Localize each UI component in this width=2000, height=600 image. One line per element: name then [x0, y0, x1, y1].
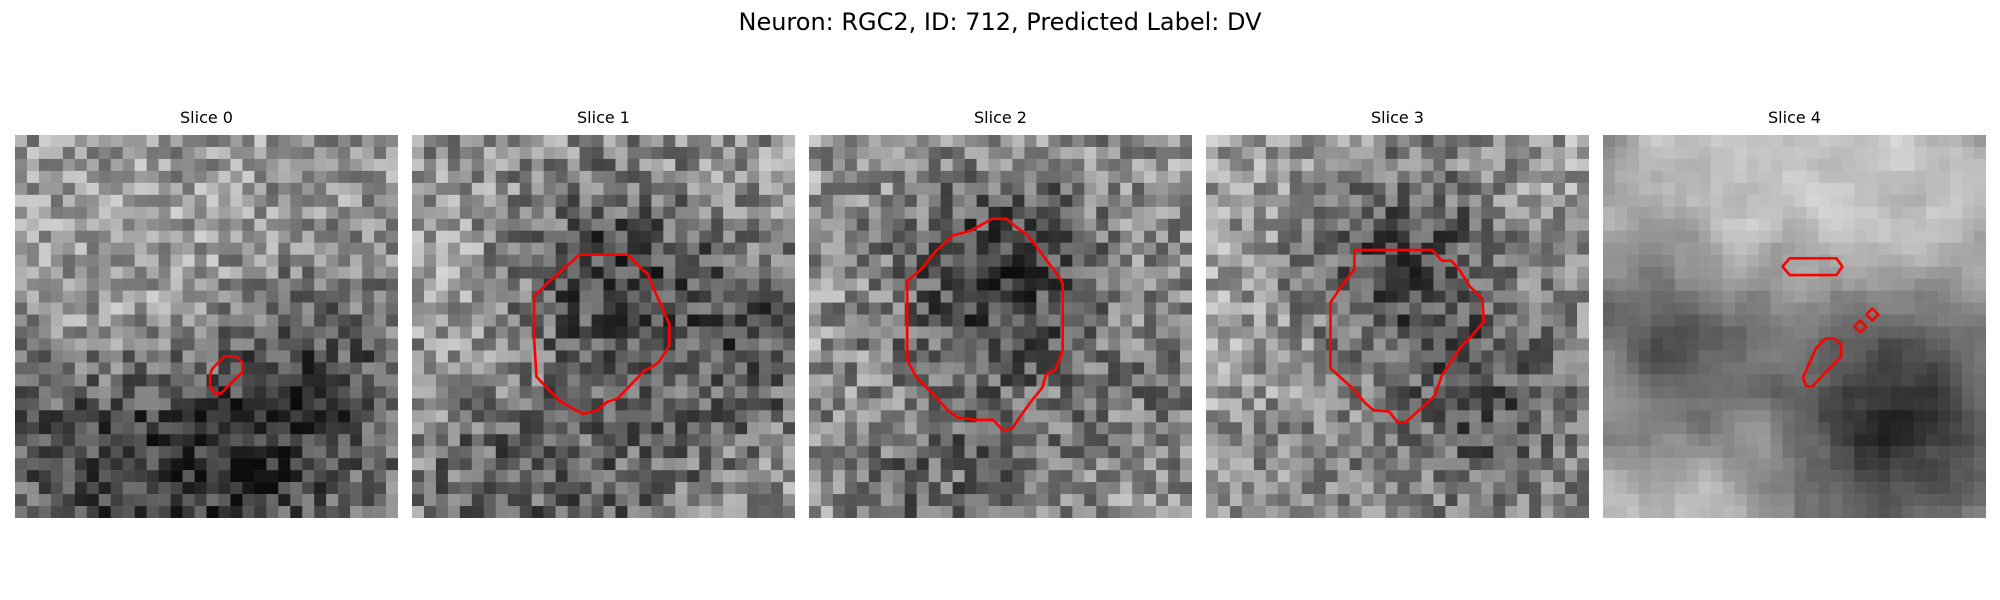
segmentation-contour	[1801, 337, 1843, 388]
slice-image-3	[1206, 135, 1589, 518]
segmentation-contour	[1864, 307, 1880, 322]
slice-title-3: Slice 3	[1371, 108, 1424, 127]
slice-image-4	[1603, 135, 1986, 518]
slice-panel-2: Slice 2	[809, 108, 1192, 518]
slice-title-1: Slice 1	[577, 108, 630, 127]
slice-panel-4: Slice 4	[1603, 108, 1986, 518]
slice-title-2: Slice 2	[974, 108, 1027, 127]
slice-title-4: Slice 4	[1768, 108, 1821, 127]
slice-image-1	[412, 135, 795, 518]
segmentation-contour	[1853, 319, 1868, 334]
slice-title-0: Slice 0	[180, 108, 233, 127]
segmentation-contour	[1329, 248, 1485, 424]
figure-title: Neuron: RGC2, ID: 712, Predicted Label: …	[738, 8, 1262, 36]
slice-panel-1: Slice 1	[412, 108, 795, 518]
slice-panel-3: Slice 3	[1206, 108, 1589, 518]
segmentation-contour	[532, 253, 671, 416]
segmentation-contour	[208, 355, 244, 395]
slice-panel-0: Slice 0	[15, 108, 398, 518]
slice-image-2	[809, 135, 1192, 518]
segmentation-contour	[905, 217, 1065, 432]
slice-image-0	[15, 135, 398, 518]
segmentation-contour	[1781, 256, 1844, 277]
